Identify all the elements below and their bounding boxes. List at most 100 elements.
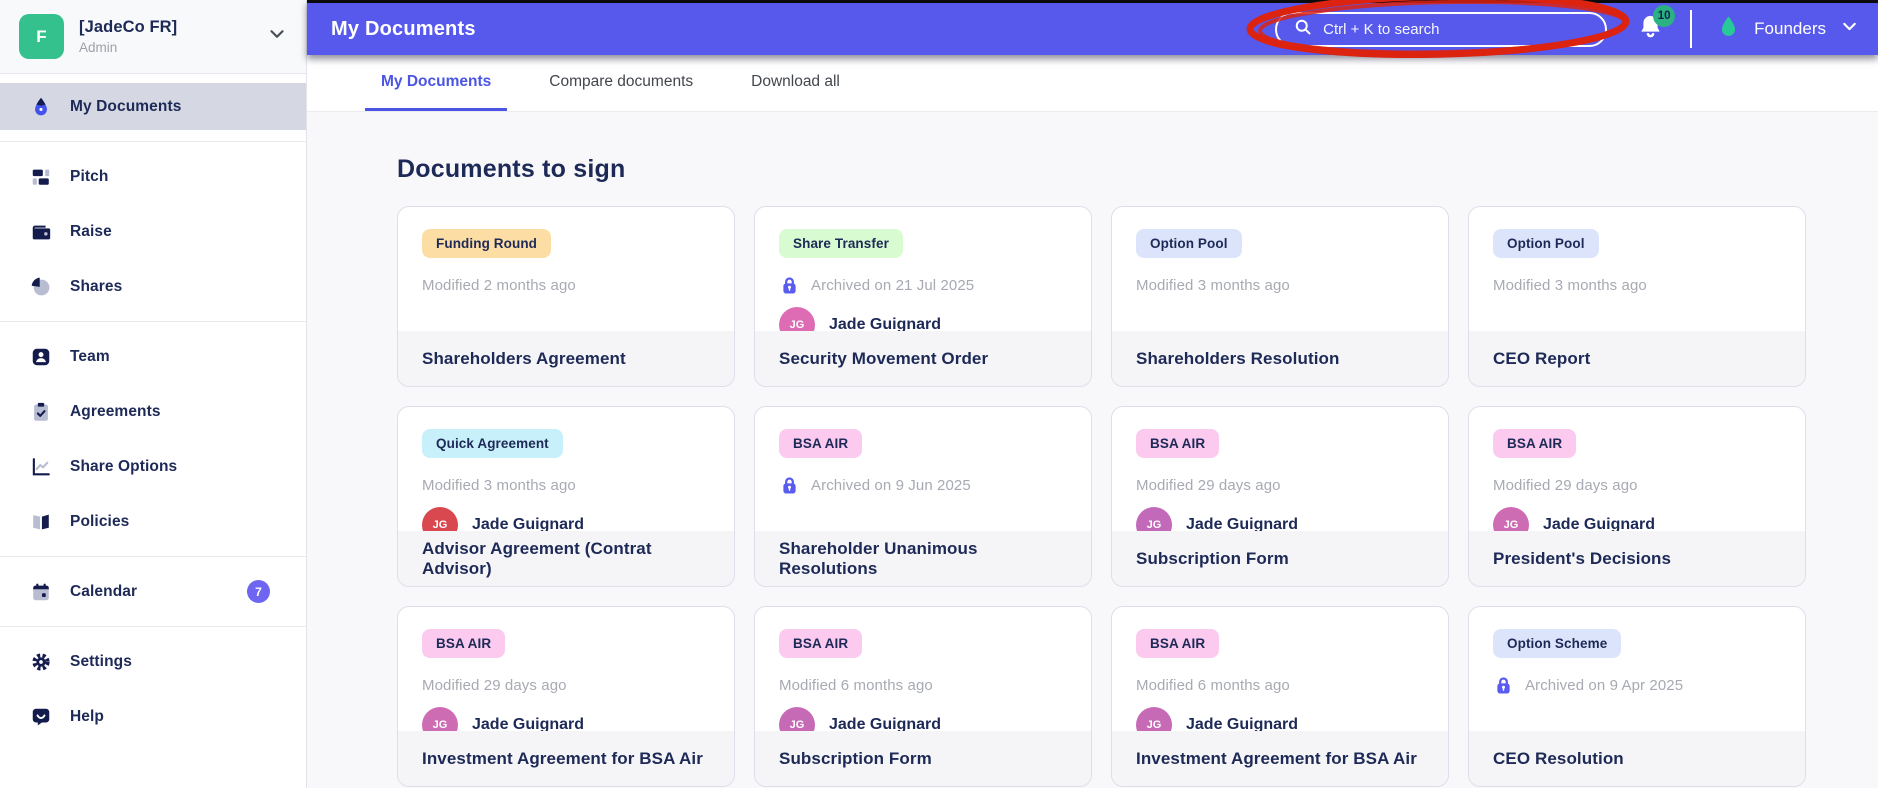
- owner-name: Jade Guignard: [472, 716, 585, 733]
- document-type-badge: Option Pool: [1136, 229, 1242, 258]
- tab-bar: My Documents Compare documents Download al…: [307, 55, 1878, 112]
- document-card[interactable]: BSA AIR Modified 29 days ago JG Jade Guigna…: [1468, 406, 1806, 587]
- document-footer: Shareholders Agreement: [398, 331, 734, 386]
- sidebar: F [JadeCo FR] Admin My Documents Pitch Rai…: [0, 0, 307, 788]
- sidebar-item-team[interactable]: Team: [0, 333, 306, 380]
- document-title: Investment Agreement for BSA Air: [1136, 748, 1417, 768]
- owner-name: Jade Guignard: [1186, 716, 1299, 733]
- sidebar-item-label: Share Options: [70, 457, 178, 475]
- document-meta: Archived on 9 Jun 2025: [779, 474, 1067, 496]
- team-icon: [30, 346, 52, 368]
- document-card[interactable]: BSA AIR Modified 29 days ago JG Jade Guigna…: [397, 606, 735, 787]
- document-meta: Modified 3 months ago: [422, 474, 710, 496]
- document-title: Security Movement Order: [779, 348, 989, 368]
- org-menu[interactable]: Founders: [1716, 14, 1864, 44]
- pitch-icon: [30, 166, 52, 188]
- sidebar-item-help[interactable]: Help: [0, 693, 306, 740]
- document-card[interactable]: Option Pool Modified 3 months ago CEO Repo…: [1468, 206, 1806, 387]
- document-type-badge: BSA AIR: [779, 429, 863, 458]
- droplet-logo-icon: [1716, 14, 1741, 44]
- raise-icon: [30, 221, 52, 243]
- lock-icon: [1493, 675, 1514, 696]
- document-meta-text: Archived on 21 Jul 2025: [811, 276, 975, 294]
- sidebar-item-agreements[interactable]: Agreements: [0, 388, 306, 435]
- document-footer: Security Movement Order: [755, 331, 1091, 386]
- document-type-badge: Option Scheme: [1493, 629, 1622, 658]
- document-meta-text: Archived on 9 Jun 2025: [811, 476, 971, 494]
- tab-my-documents[interactable]: My Documents: [365, 55, 508, 111]
- shares-icon: [30, 276, 52, 298]
- document-owner: JG Jade Guignard: [1136, 507, 1424, 543]
- sidebar-item-calendar[interactable]: Calendar 7: [0, 568, 306, 615]
- bell-icon: [1637, 15, 1664, 44]
- section-title: Documents to sign: [397, 155, 626, 183]
- sidebar-item-label: My Documents: [70, 97, 182, 115]
- sidebar-item-label: Settings: [70, 652, 132, 670]
- document-meta-text: Modified 2 months ago: [422, 276, 576, 294]
- search-input[interactable]: [1323, 20, 1590, 38]
- search-input-box[interactable]: [1275, 11, 1608, 47]
- document-type-badge: BSA AIR: [422, 629, 506, 658]
- app-header: My Documents: [307, 0, 1878, 59]
- document-footer: CEO Report: [1469, 331, 1805, 386]
- document-meta: Modified 29 days ago: [1136, 474, 1424, 496]
- document-footer: Subscription Form: [1112, 531, 1448, 586]
- notifications-button[interactable]: 10: [1637, 5, 1676, 45]
- policies-icon: [30, 511, 52, 533]
- header-divider: [1690, 10, 1693, 48]
- sidebar-item-pitch[interactable]: Pitch: [0, 153, 306, 200]
- settings-icon: [30, 651, 52, 673]
- sidebar-item-raise[interactable]: Raise: [0, 208, 306, 255]
- main-column: My Documents: [307, 0, 1878, 788]
- tab-download-all[interactable]: Download all: [751, 72, 840, 90]
- sidebar-item-label: Team: [70, 347, 110, 365]
- tab-compare-documents[interactable]: Compare documents: [549, 72, 694, 90]
- agreements-icon: [30, 401, 52, 423]
- document-footer: Investment Agreement for BSA Air: [398, 731, 734, 786]
- document-card[interactable]: BSA AIR Archived on 9 Jun 2025 Shareholder…: [754, 406, 1092, 587]
- document-meta-text: Modified 3 months ago: [1493, 276, 1647, 294]
- sidebar-item-label: Calendar: [70, 582, 138, 600]
- document-meta: Modified 3 months ago: [1493, 274, 1781, 296]
- document-meta-text: Modified 6 months ago: [779, 676, 933, 694]
- document-card[interactable]: Share Transfer Archived on 21 Jul 2025 JG J…: [754, 206, 1092, 387]
- sidebar-item-shares[interactable]: Shares: [0, 263, 306, 310]
- sidebar-item-label: Help: [70, 707, 104, 725]
- document-card[interactable]: Funding Round Modified 2 months ago Shareh…: [397, 206, 735, 387]
- sidebar-item-policies[interactable]: Policies: [0, 498, 306, 545]
- lock-icon: [779, 475, 800, 496]
- document-card[interactable]: Quick Agreement Modified 3 months ago JG Ja…: [397, 406, 735, 587]
- org-label: Founders: [1754, 19, 1826, 38]
- document-meta: Modified 29 days ago: [422, 674, 710, 696]
- owner-name: Jade Guignard: [1186, 516, 1299, 533]
- document-title: President's Decisions: [1493, 548, 1672, 568]
- sidebar-item-label: Raise: [70, 222, 112, 240]
- chevron-down-icon: [266, 23, 288, 50]
- sidebar-item-share-options[interactable]: Share Options: [0, 443, 306, 490]
- document-meta-text: Modified 29 days ago: [422, 676, 567, 694]
- page-title: My Documents: [331, 17, 476, 40]
- document-type-badge: BSA AIR: [1136, 629, 1220, 658]
- sidebar-divider: [0, 141, 306, 142]
- document-meta: Modified 6 months ago: [779, 674, 1067, 696]
- document-title: CEO Report: [1493, 348, 1591, 368]
- sidebar-item-settings[interactable]: Settings: [0, 638, 306, 685]
- document-meta: Archived on 21 Jul 2025: [779, 274, 1067, 296]
- workspace-switcher[interactable]: F [JadeCo FR] Admin: [0, 0, 306, 74]
- workspace-role: Admin: [79, 40, 118, 55]
- documents-grid: Funding Round Modified 2 months ago Shareh…: [397, 206, 1878, 787]
- document-card[interactable]: Option Pool Modified 3 months ago Sharehol…: [1111, 206, 1449, 387]
- document-card[interactable]: BSA AIR Modified 6 months ago JG Jade Guign…: [754, 606, 1092, 787]
- document-footer: Advisor Agreement (Contrat Advisor): [398, 531, 734, 586]
- document-title: Subscription Form: [1136, 548, 1289, 568]
- document-footer: Shareholders Resolution: [1112, 331, 1448, 386]
- document-card[interactable]: BSA AIR Modified 29 days ago JG Jade Guigna…: [1111, 406, 1449, 587]
- owner-name: Jade Guignard: [1543, 516, 1656, 533]
- owner-name: Jade Guignard: [472, 516, 585, 533]
- document-card[interactable]: Option Scheme Archived on 9 Apr 2025 CEO R…: [1468, 606, 1806, 787]
- document-meta: Modified 29 days ago: [1493, 474, 1781, 496]
- document-card[interactable]: BSA AIR Modified 6 months ago JG Jade Guign…: [1111, 606, 1449, 787]
- sidebar-item-my-documents[interactable]: My Documents: [0, 83, 306, 130]
- document-title: CEO Resolution: [1493, 748, 1624, 768]
- sidebar-item-label: Shares: [70, 277, 123, 295]
